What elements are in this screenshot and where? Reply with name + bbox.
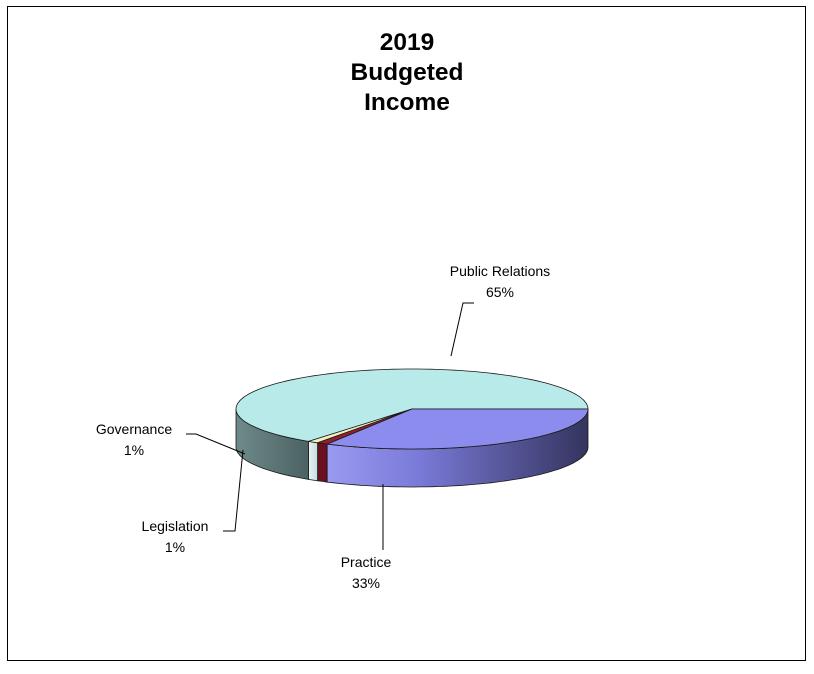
slice-percent-practice: 33% <box>352 575 380 591</box>
slice-label-practice: Practice <box>341 554 392 570</box>
leader-line-governance <box>186 433 246 455</box>
leader-line-public-relations <box>450 302 474 357</box>
title-line-income: Income <box>364 89 450 116</box>
slice-label-public-relations: Public Relations <box>450 263 550 279</box>
pie-slice-side-legislation <box>317 442 328 483</box>
slice-percent-governance: 1% <box>124 442 144 458</box>
chart-frame <box>7 6 806 661</box>
pie-slice-public-relations <box>235 368 589 442</box>
leader-line-legislation <box>223 449 244 532</box>
slice-label-legislation: Legislation <box>142 518 209 534</box>
slice-label-governance: Governance <box>96 421 172 437</box>
slice-percent-public-relations: 65% <box>486 284 514 300</box>
title-line-budgeted: Budgeted <box>350 59 464 86</box>
title-line-year: 2019 <box>379 29 435 56</box>
pie-slice-side-governance <box>308 440 319 482</box>
slice-percent-legislation: 1% <box>165 539 185 555</box>
pie-slice-practice <box>327 408 589 450</box>
chart-title: 2019 Budgeted Income <box>0 28 814 118</box>
